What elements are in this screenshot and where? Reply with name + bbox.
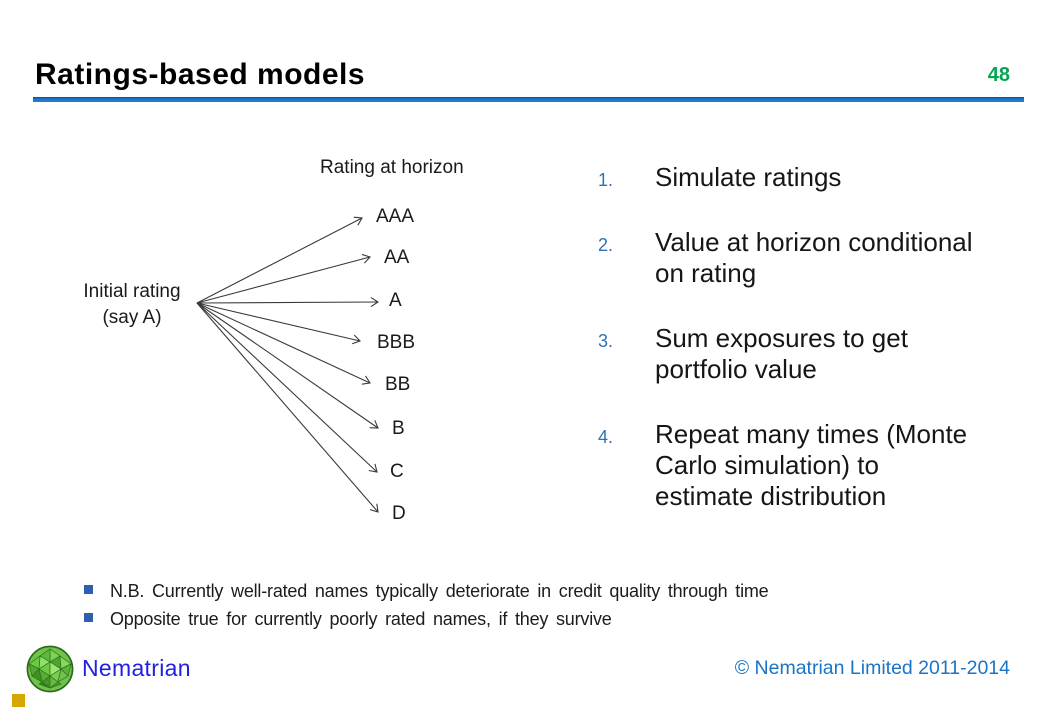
transition-arrow	[196, 302, 378, 473]
step-text-line: Sum exposures to get	[655, 323, 908, 353]
notes-list: N.B. Currently well-rated names typicall…	[84, 577, 964, 633]
rating-label-b: B	[392, 417, 405, 439]
transition-arrow	[196, 302, 371, 385]
step-number: 2.	[598, 235, 614, 255]
rating-label-a: A	[389, 289, 402, 311]
step-number: 4.	[598, 427, 614, 447]
initial-rating-label: Initial rating (say A)	[58, 279, 206, 331]
transition-arrows-svg	[196, 216, 380, 513]
step-number: 3.	[598, 331, 614, 351]
transition-arrow	[196, 253, 371, 304]
rating-label-c: C	[390, 460, 404, 482]
initial-rating-line2: (say A)	[102, 307, 162, 328]
transition-arrow	[196, 302, 379, 429]
transition-arrow	[196, 302, 379, 513]
nematrian-globe-icon	[26, 645, 74, 693]
bullet-square-icon	[84, 613, 93, 622]
step-item-1: 1. Simulate ratings	[598, 162, 1023, 193]
rating-label-aa: AA	[384, 246, 410, 268]
diagram-heading: Rating at horizon	[320, 157, 464, 178]
rating-label-bb: BB	[385, 373, 411, 395]
copyright-text: © Nematrian Limited 2011-2014	[734, 657, 1010, 679]
step-item-2: 2. Value at horizon conditional on rating	[598, 227, 1023, 289]
note-item: Opposite true for currently poorly rated…	[84, 605, 964, 633]
arrow-lines-group	[196, 216, 380, 513]
step-text-line: Value at horizon conditional	[655, 227, 973, 257]
step-text: Sum exposures to get portfolio value	[655, 323, 908, 385]
step-text: Repeat many times (Monte Carlo simulation…	[655, 419, 967, 512]
steps-list: 1. Simulate ratings 2. Value at horizon con…	[598, 162, 1023, 546]
brand-name: Nematrian	[82, 655, 191, 681]
note-item: N.B. Currently well-rated names typicall…	[84, 577, 964, 605]
step-item-3: 3. Sum exposures to get portfolio value	[598, 323, 1023, 385]
page-number: 48	[987, 64, 1010, 86]
bullet-square-icon	[84, 585, 93, 594]
step-number: 1.	[598, 170, 614, 190]
page-title: Ratings-based models	[35, 58, 366, 91]
transition-arrow	[196, 302, 361, 345]
step-text: Simulate ratings	[655, 162, 841, 193]
rating-label-bbb: BBB	[377, 331, 416, 353]
step-text-line: estimate distribution	[655, 481, 887, 511]
step-text-line: Simulate ratings	[655, 162, 842, 192]
rating-label-aaa: AAA	[376, 205, 415, 227]
step-text-line: on rating	[655, 258, 757, 288]
rating-label-d: D	[392, 502, 406, 524]
title-underline	[33, 97, 1024, 102]
gold-square-decoration	[12, 694, 25, 707]
initial-rating-line1: Initial rating	[83, 281, 181, 302]
step-text-line: portfolio value	[655, 354, 817, 384]
step-text-line: Repeat many times (Monte	[655, 419, 968, 449]
transition-arrow	[196, 297, 380, 307]
note-text: N.B. Currently well-rated names typicall…	[110, 581, 769, 601]
step-text-line: Carlo simulation) to	[655, 450, 879, 480]
step-item-4: 4. Repeat many times (Monte Carlo simulati…	[598, 419, 1023, 512]
step-text: Value at horizon conditional on rating	[655, 227, 973, 289]
transition-arrow	[196, 216, 363, 304]
note-text: Opposite true for currently poorly rated…	[110, 609, 612, 629]
